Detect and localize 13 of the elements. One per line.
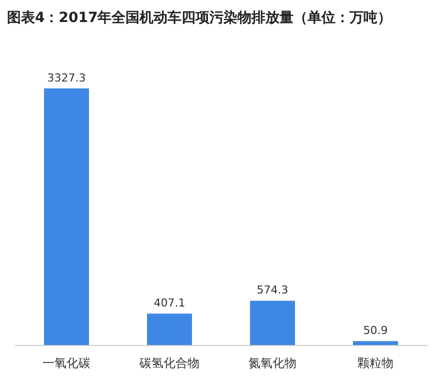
x-tick-label: 一氧化碳	[42, 356, 90, 370]
data-label: 3327.3	[47, 71, 86, 84]
bar	[44, 88, 89, 345]
data-label: 407.1	[154, 296, 186, 310]
data-label: 574.3	[256, 284, 288, 297]
bar	[250, 300, 295, 345]
x-tick-label: 碳氢化合物	[138, 356, 200, 370]
chart-title: 图表4：2017年全国机动车四项污染物排放量（单位：万吨）	[7, 9, 392, 26]
bar	[147, 314, 192, 345]
bar	[353, 341, 398, 345]
data-label: 50.9	[363, 324, 388, 338]
x-tick-label: 颗粒物	[358, 356, 394, 370]
x-tick-label: 氮氧化物	[248, 356, 296, 370]
